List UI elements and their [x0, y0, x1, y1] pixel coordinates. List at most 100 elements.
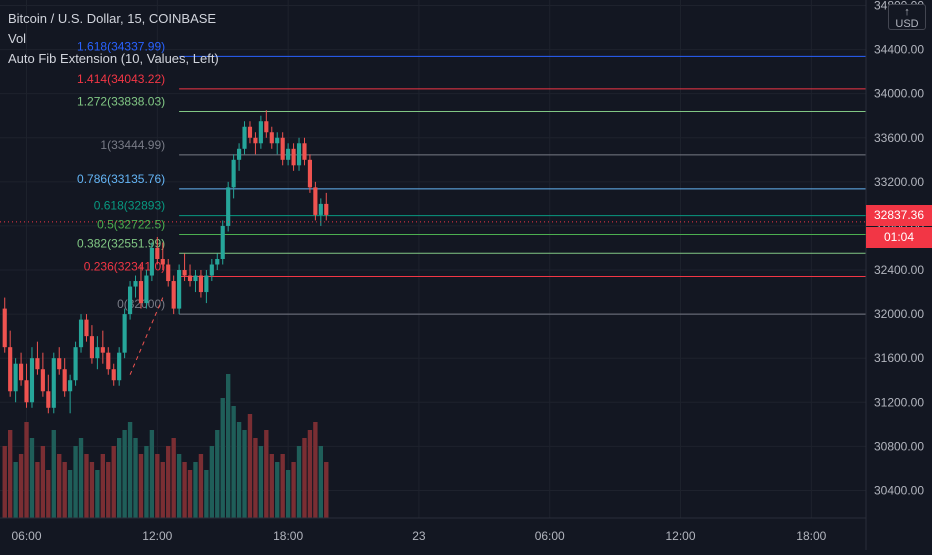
candle-body [204, 275, 209, 293]
bar-countdown: 01:04 [866, 227, 932, 248]
fib-level-label: 1.414(34043.22) [77, 72, 165, 86]
volume-bar [318, 446, 324, 518]
candle-body [193, 275, 198, 282]
volume-bar [209, 446, 215, 518]
candle-body [215, 259, 220, 265]
candle-body [160, 259, 165, 265]
candle-body [302, 143, 307, 160]
candle-body [40, 369, 45, 392]
volume-bar [187, 470, 193, 518]
volume-indicator-label[interactable]: Vol [8, 31, 27, 46]
volume-bar [258, 446, 264, 518]
candle-body [231, 159, 236, 188]
candle-body [253, 137, 258, 144]
volume-bar [253, 438, 258, 518]
currency-code: USD [895, 18, 919, 30]
volume-bar [35, 462, 40, 518]
volume-bar [127, 422, 133, 518]
volume-bar [275, 462, 280, 518]
volume-bar [144, 446, 149, 518]
fib-indicator-label[interactable]: Auto Fib Extension (10, Values, Left) [8, 51, 219, 66]
candle-body [296, 143, 302, 166]
volume-bar [313, 422, 318, 518]
candle-body [128, 286, 133, 315]
candle-body [247, 126, 253, 138]
candle-body [144, 275, 149, 304]
candle-body [51, 358, 56, 408]
fib-level-label: 1.618(34337.99) [77, 39, 165, 53]
time-tick-label: 23 [412, 529, 426, 543]
candle-body [24, 380, 29, 403]
volume-bar [204, 470, 209, 518]
volume-bar [122, 430, 127, 518]
candle-body [2, 308, 7, 348]
volume-bar [133, 438, 138, 518]
candle-body [182, 270, 187, 276]
candle-body [46, 391, 51, 408]
volume-bar [51, 430, 56, 518]
price-tick-label: 31200.00 [874, 395, 924, 409]
volume-bar [62, 462, 67, 518]
price-tick-label: 34000.00 [874, 87, 924, 101]
volume-bar [78, 438, 84, 518]
volume-bar [291, 462, 296, 518]
volume-bar [40, 446, 46, 518]
volume-bar [307, 430, 313, 518]
price-tick-label: 30800.00 [874, 439, 924, 453]
candle-body [73, 347, 78, 381]
candle-body [264, 121, 269, 133]
candle-body [318, 203, 323, 215]
price-tick-label: 31600.00 [874, 351, 924, 365]
currency-selector[interactable]: ↑ USD [888, 4, 926, 30]
candle-body [226, 187, 231, 226]
volume-bar [176, 454, 182, 518]
candle-body [106, 352, 111, 370]
volume-bar [155, 454, 160, 518]
candle-body [35, 358, 40, 370]
fib-level-label: 0.618(32893) [94, 199, 165, 213]
fib-level-label: 0.786(33135.76) [77, 172, 165, 186]
candle-body [13, 363, 18, 392]
candle-body [220, 225, 225, 259]
volume-bar [7, 430, 13, 518]
candle-body [324, 203, 329, 215]
candle-body [62, 369, 67, 392]
volume-bar [269, 454, 274, 518]
candle-body [29, 358, 35, 403]
candle-body [242, 126, 247, 149]
volume-bar [215, 430, 220, 518]
volume-bar [24, 422, 29, 518]
candle-body [307, 159, 312, 188]
candle-body [57, 358, 62, 370]
candle-body [177, 270, 182, 309]
time-tick-label: 12:00 [666, 529, 696, 543]
candle-body [313, 187, 318, 215]
volume-bar [236, 422, 242, 518]
candle-body [155, 247, 160, 259]
candle-body [209, 264, 214, 276]
volume-bar [193, 462, 198, 518]
fib-level-label: 1.272(33838.03) [77, 95, 165, 109]
fib-level-label: 0.382(32551.99) [77, 236, 165, 250]
chart-legend: Bitcoin / U.S. Dollar, 15, COINBASE Vol … [8, 9, 219, 69]
volume-bar [116, 438, 122, 518]
volume-bar [89, 462, 95, 518]
candle-body [138, 281, 144, 304]
candle-body [149, 247, 154, 276]
candle-body [187, 275, 193, 282]
price-tick-label: 32000.00 [874, 307, 924, 321]
price-tick-label: 30400.00 [874, 483, 924, 497]
time-tick-label: 06:00 [12, 529, 42, 543]
volume-bar [67, 470, 73, 518]
candle-body [291, 148, 296, 166]
candle-body [68, 380, 73, 392]
symbol-title[interactable]: Bitcoin / U.S. Dollar, 15, COINBASE [8, 11, 217, 26]
volume-bar [166, 446, 171, 518]
volume-bar [160, 462, 165, 518]
volume-bar [29, 438, 35, 518]
candle-body [269, 132, 274, 144]
last-price-tag: 32837.36 [866, 205, 932, 226]
volume-bar [84, 454, 89, 518]
